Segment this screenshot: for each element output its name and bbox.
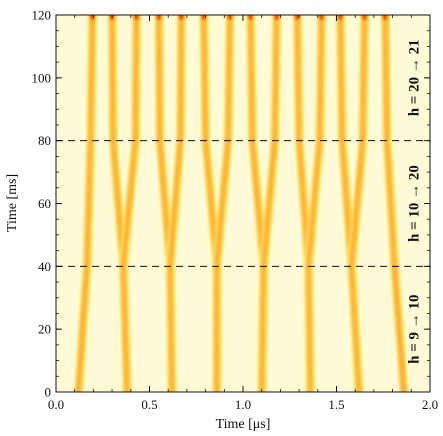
traces-group	[73, 15, 409, 392]
